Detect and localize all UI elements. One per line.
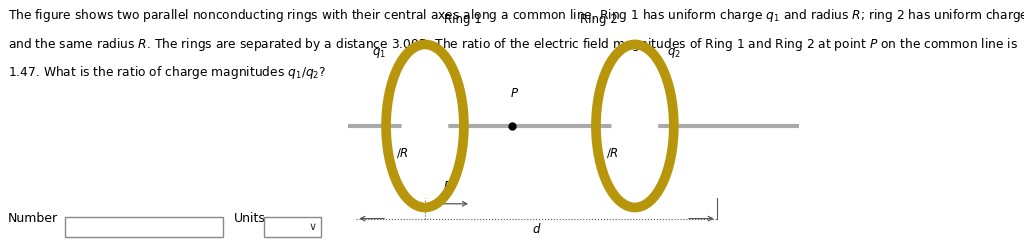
Text: Ring 2: Ring 2 [581,13,617,26]
Text: ∨: ∨ [308,222,316,232]
Text: Ring 1: Ring 1 [444,13,481,26]
Text: The figure shows two parallel nonconducting rings with their central axes along : The figure shows two parallel nonconduct… [8,7,1024,24]
Text: $R$: $R$ [443,180,453,193]
Text: Units: Units [233,212,265,225]
Text: $q_1$: $q_1$ [372,46,386,60]
FancyBboxPatch shape [264,217,321,237]
Text: and the same radius $R$. The rings are separated by a distance 3.00R. The ratio : and the same radius $R$. The rings are s… [8,36,1018,53]
Text: $\slash R$: $\slash R$ [396,146,409,160]
FancyBboxPatch shape [65,217,223,237]
Text: Number: Number [8,212,58,225]
Ellipse shape [611,49,658,203]
Text: $q_2$: $q_2$ [667,46,681,60]
Text: $\slash R$: $\slash R$ [606,146,618,160]
Text: 1.47. What is the ratio of charge magnitudes $q_1/q_2$?: 1.47. What is the ratio of charge magnit… [8,64,327,81]
Text: $d$: $d$ [531,222,542,236]
Ellipse shape [401,49,449,203]
Text: $P$: $P$ [510,87,518,100]
